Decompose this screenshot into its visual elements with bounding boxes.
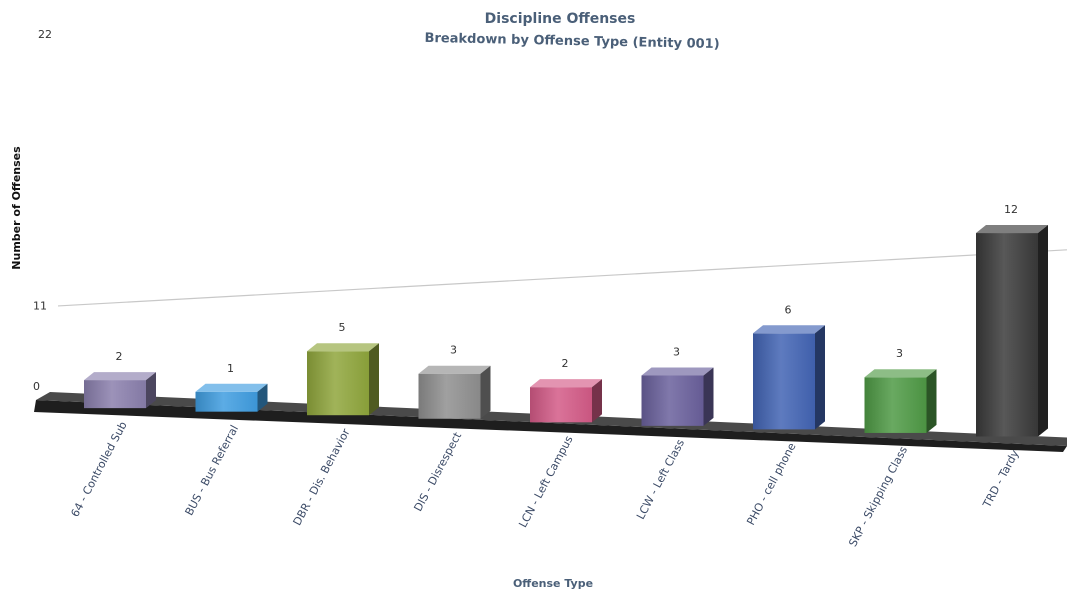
- x-tick-label: LCW - Left Class: [634, 437, 687, 522]
- bar-side: [480, 365, 491, 419]
- bar-front: [195, 391, 258, 412]
- bar: [976, 225, 1048, 437]
- x-tick-label: LCN - Left Campus: [516, 433, 575, 529]
- bar-top: [864, 369, 937, 378]
- y-tick-label: 11: [33, 300, 47, 313]
- data-label: 5: [339, 321, 346, 334]
- bar-side: [1038, 225, 1048, 437]
- bar-side: [369, 343, 379, 416]
- bar: [84, 372, 156, 409]
- x-tick-label: 64 - Controlled Sub: [68, 419, 129, 519]
- bar-front: [864, 377, 927, 433]
- chart-title: Discipline Offenses: [485, 11, 636, 27]
- bar-top: [418, 365, 491, 374]
- bar-side: [815, 325, 825, 430]
- data-label: 12: [1004, 203, 1018, 216]
- data-label: 1: [227, 362, 234, 375]
- y-axis-label: Number of Offenses: [10, 146, 23, 270]
- bar: [307, 343, 379, 416]
- x-tick-label: DIS - Disrespect: [411, 429, 464, 513]
- x-tick-label: SKP - Skipping Class: [846, 444, 910, 549]
- bar-front: [307, 351, 369, 416]
- bar-top: [641, 367, 714, 376]
- chart-floor: [34, 400, 1067, 452]
- bar-side: [703, 367, 714, 426]
- x-tick-label: BUS - Bus Referral: [182, 423, 241, 518]
- bar-front: [753, 333, 815, 430]
- x-tick-label: TRD - Tardy: [980, 447, 1022, 510]
- bar-front: [418, 373, 481, 419]
- bar-front: [976, 233, 1038, 437]
- bar-side: [146, 372, 156, 409]
- data-label: 3: [450, 344, 457, 357]
- bar-top: [530, 379, 602, 388]
- bar-top: [976, 225, 1048, 234]
- bar: [641, 367, 714, 426]
- data-label: 3: [673, 345, 680, 358]
- y-tick-label: 0: [33, 380, 40, 393]
- bar-side: [592, 379, 602, 423]
- bar: [753, 325, 825, 430]
- bar-front: [641, 375, 704, 426]
- data-label: 3: [896, 347, 903, 360]
- gridline: [57, 249, 1067, 307]
- bar: [418, 365, 491, 419]
- bar-front: [84, 380, 146, 409]
- bar-side: [257, 383, 268, 412]
- x-axis-label: Offense Type: [513, 577, 593, 590]
- chart-subtitle: Breakdown by Offense Type (Entity 001): [424, 31, 719, 52]
- bar-top: [307, 343, 379, 352]
- x-tick-label: DBR - Dis. Behavior: [291, 426, 353, 528]
- data-label: 2: [116, 350, 123, 363]
- bar: [195, 383, 268, 412]
- bar-side: [926, 369, 937, 433]
- y-tick-label: 22: [38, 28, 52, 41]
- data-label: 2: [562, 357, 569, 370]
- bar-top: [753, 325, 825, 334]
- data-label: 6: [785, 303, 792, 316]
- x-tick-label: PHO - cell phone: [744, 440, 798, 527]
- bar-top: [84, 372, 156, 381]
- bar-top: [195, 383, 268, 392]
- bar: [530, 379, 602, 423]
- bar-front: [530, 387, 592, 423]
- bar: [864, 369, 937, 433]
